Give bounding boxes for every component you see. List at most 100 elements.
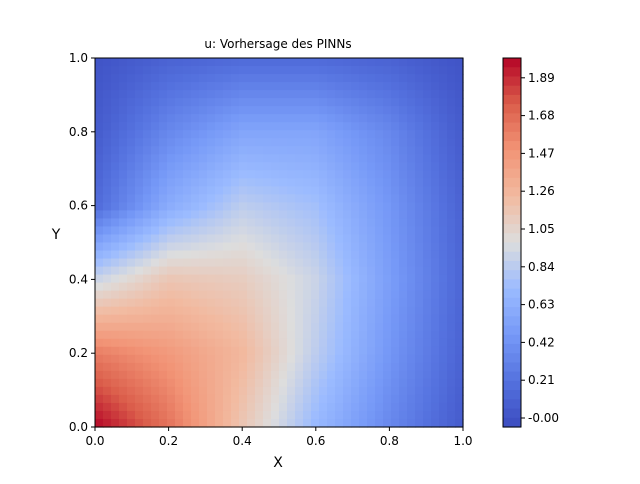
contour-cell xyxy=(127,346,136,356)
contour-cell xyxy=(247,82,256,91)
contour-cell xyxy=(223,394,232,404)
contour-cell xyxy=(311,290,320,300)
contour-cell xyxy=(263,250,272,260)
contour-cell xyxy=(151,298,160,308)
contour-cell xyxy=(151,362,160,372)
contour-cell xyxy=(119,242,128,252)
contour-cell xyxy=(167,186,176,195)
contour-cell xyxy=(183,402,192,412)
contour-cell xyxy=(447,178,456,187)
contour-cell xyxy=(95,274,104,284)
colorbar-segment xyxy=(503,85,521,96)
contour-cell xyxy=(167,394,176,404)
contour-cell xyxy=(383,378,392,388)
contour-cell xyxy=(287,258,296,268)
contour-cell xyxy=(167,298,176,308)
contour-cell xyxy=(431,146,440,155)
contour-cell xyxy=(127,402,136,412)
contour-cell xyxy=(359,146,368,155)
contour-cell xyxy=(439,138,448,147)
contour-cell xyxy=(383,98,392,107)
contour-cell xyxy=(423,266,432,276)
contour-cell xyxy=(255,98,264,107)
contour-cell xyxy=(239,170,248,179)
contour-cell xyxy=(399,250,408,260)
contour-cell xyxy=(127,266,136,276)
contour-cell xyxy=(399,202,408,212)
contour-cell xyxy=(199,386,208,396)
contour-cell xyxy=(303,202,312,212)
contour-cell xyxy=(335,234,344,244)
contour-cell xyxy=(375,402,384,412)
contour-cell xyxy=(247,378,256,388)
contour-cell xyxy=(175,194,184,203)
contour-cell xyxy=(439,362,448,372)
contour-cell xyxy=(271,98,280,107)
contour-cell xyxy=(439,226,448,236)
contour-cell xyxy=(399,282,408,292)
contour-cell xyxy=(111,58,120,67)
contour-cell xyxy=(119,138,128,147)
contour-cell xyxy=(431,346,440,356)
contour-cell xyxy=(95,410,104,420)
colorbar-tick-label: 0.63 xyxy=(528,298,555,312)
contour-cell xyxy=(455,58,464,67)
contour-cell xyxy=(319,306,328,316)
contour-cell xyxy=(303,298,312,308)
contour-cell xyxy=(455,242,464,252)
contour-cell xyxy=(159,162,168,171)
contour-cell xyxy=(151,226,160,236)
contour-cell xyxy=(399,410,408,420)
contour-cell xyxy=(343,114,352,123)
contour-cell xyxy=(375,114,384,123)
contour-cell xyxy=(415,210,424,220)
contour-cell xyxy=(239,322,248,332)
contour-cell xyxy=(327,370,336,380)
contour-cell xyxy=(367,394,376,404)
contour-cell xyxy=(143,90,152,99)
contour-cell xyxy=(247,170,256,179)
contour-cell xyxy=(327,282,336,292)
contour-cell xyxy=(303,138,312,147)
contour-cell xyxy=(271,202,280,212)
contour-cell xyxy=(439,338,448,348)
contour-cell xyxy=(367,82,376,91)
contour-cell xyxy=(391,202,400,212)
contour-cell xyxy=(399,362,408,372)
contour-cell xyxy=(303,226,312,236)
contour-cell xyxy=(367,298,376,308)
contour-cell xyxy=(311,122,320,131)
contour-cell xyxy=(199,170,208,179)
contour-cell xyxy=(431,338,440,348)
contour-cell xyxy=(111,234,120,244)
contour-cell xyxy=(223,82,232,91)
contour-cell xyxy=(255,58,264,67)
contour-cell xyxy=(247,218,256,228)
contour-cell xyxy=(311,234,320,244)
contour-cell xyxy=(375,354,384,364)
contour-cell xyxy=(175,82,184,91)
contour-cell xyxy=(231,362,240,372)
contour-cell xyxy=(455,210,464,220)
contour-cell xyxy=(247,138,256,147)
contour-cell xyxy=(327,194,336,203)
contour-cell xyxy=(439,314,448,324)
contour-cell xyxy=(207,290,216,300)
contour-cell xyxy=(335,186,344,195)
contour-cell xyxy=(263,330,272,340)
contour-cell xyxy=(327,354,336,364)
colorbar-segment xyxy=(503,196,521,207)
contour-cell xyxy=(231,250,240,260)
contour-cell xyxy=(407,250,416,260)
contour-cell xyxy=(295,338,304,348)
contour-cell xyxy=(255,298,264,308)
contour-cell xyxy=(271,370,280,380)
contour-cell xyxy=(295,298,304,308)
contour-cell xyxy=(327,162,336,171)
contour-cell xyxy=(415,186,424,195)
contour-cell xyxy=(391,386,400,396)
contour-cell xyxy=(399,98,408,107)
contour-cell xyxy=(327,66,336,75)
contour-cell xyxy=(359,202,368,212)
contour-cell xyxy=(159,410,168,420)
